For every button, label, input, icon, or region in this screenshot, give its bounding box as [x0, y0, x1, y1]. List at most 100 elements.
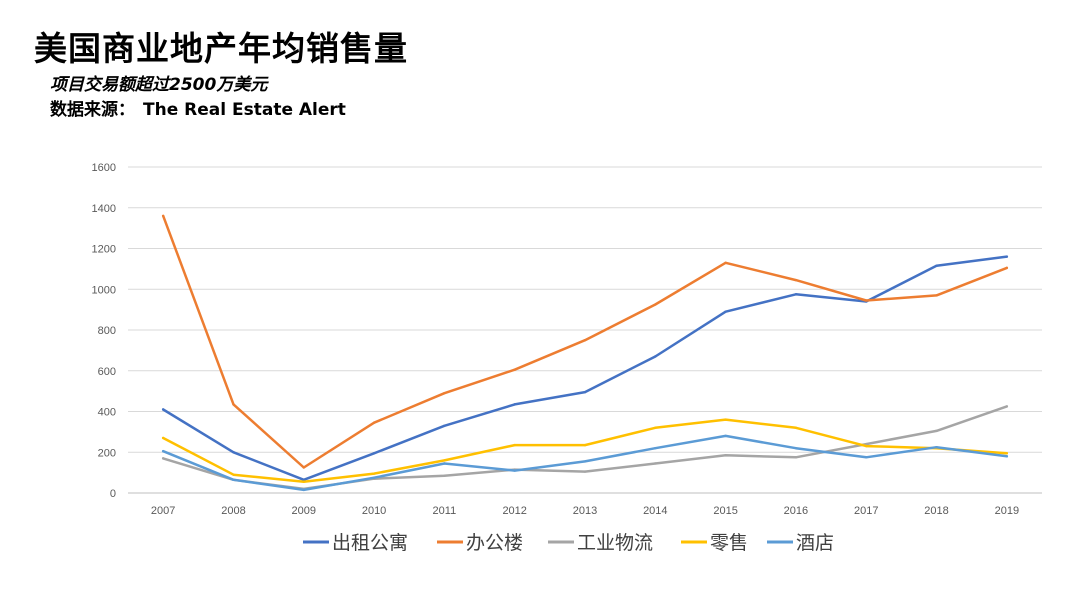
chart-series — [161, 214, 1009, 492]
data-point — [1005, 455, 1009, 458]
data-point — [583, 390, 587, 394]
data-point — [302, 466, 305, 469]
data-point — [865, 299, 868, 302]
data-point — [302, 488, 305, 492]
legend-item: 出租公寓 — [303, 532, 408, 554]
data-point — [724, 418, 727, 421]
x-tick-label: 2013 — [573, 505, 597, 517]
x-axis: 2007 2008 2009 2010 2011 2012 2013 2014 2015 2016… — [151, 505, 1019, 517]
data-point — [372, 472, 376, 475]
y-tick-label: 200 — [98, 447, 116, 459]
y-tick-label: 1000 — [92, 284, 116, 296]
data-point — [935, 445, 938, 449]
data-point — [935, 429, 938, 433]
data-point — [865, 444, 868, 448]
data-point — [161, 436, 165, 440]
data-point — [654, 355, 657, 358]
legend-item: 办公楼 — [437, 532, 523, 554]
data-point — [724, 434, 727, 438]
data-point — [794, 456, 798, 459]
data-point — [513, 403, 516, 406]
x-tick-label: 2008 — [221, 505, 245, 517]
data-point — [794, 426, 798, 429]
data-point — [1005, 452, 1009, 455]
data-point — [654, 303, 657, 306]
data-point — [232, 403, 235, 406]
data-point — [161, 408, 165, 411]
data-point — [232, 473, 235, 476]
data-point — [935, 294, 938, 297]
data-point — [513, 469, 516, 472]
x-tick-label: 2016 — [784, 505, 808, 517]
data-point — [232, 478, 235, 481]
legend-item: 酒店 — [767, 532, 834, 554]
x-tick-label: 2012 — [502, 505, 526, 517]
legend-label: 出租公寓 — [332, 532, 408, 554]
legend-item: 零售 — [681, 532, 748, 554]
legend-label: 酒店 — [796, 532, 834, 554]
page-title: 美国商业地产年均销售量 — [34, 29, 408, 68]
x-tick-label: 2015 — [713, 505, 737, 517]
y-tick-label: 400 — [98, 407, 116, 419]
x-tick-label: 2018 — [924, 505, 948, 517]
data-point — [513, 443, 516, 447]
data-point — [794, 293, 798, 296]
data-point — [443, 459, 446, 462]
data-point — [654, 462, 657, 465]
y-tick-label: 1200 — [92, 244, 116, 256]
data-point — [794, 446, 798, 450]
series-line — [161, 214, 1009, 469]
data-point — [1005, 255, 1009, 258]
data-point — [161, 450, 165, 453]
data-point — [443, 474, 446, 477]
data-point — [724, 261, 727, 264]
y-tick-label: 600 — [98, 366, 116, 378]
x-tick-label: 2009 — [292, 505, 316, 517]
x-tick-label: 2014 — [643, 505, 667, 517]
legend-label: 工业物流 — [577, 532, 653, 554]
data-point — [161, 457, 165, 460]
data-point — [583, 460, 587, 463]
y-axis: 0 200 400 600 800 1000 1200 1400 1600 — [92, 162, 116, 500]
data-point — [654, 426, 657, 429]
data-point — [161, 214, 165, 218]
legend-label: 办公楼 — [466, 532, 523, 554]
x-tick-label: 2011 — [433, 505, 457, 517]
x-tick-label: 2019 — [995, 505, 1019, 517]
data-point — [372, 452, 376, 455]
data-point — [654, 446, 657, 450]
data-point — [794, 278, 798, 282]
data-point — [583, 443, 587, 447]
data-source: 数据来源： The Real Estate Alert — [50, 95, 346, 120]
data-point — [1005, 405, 1009, 408]
x-tick-label: 2017 — [854, 505, 878, 517]
data-point — [583, 338, 587, 342]
x-tick-label: 2007 — [151, 505, 175, 517]
data-point — [1005, 266, 1009, 270]
y-tick-label: 1400 — [92, 203, 116, 215]
y-tick-label: 1600 — [92, 162, 116, 174]
data-source-label: 数据来源： — [50, 100, 135, 120]
data-point — [372, 421, 376, 424]
data-point — [935, 264, 938, 268]
data-point — [443, 462, 446, 465]
y-tick-label: 0 — [110, 488, 116, 500]
data-point — [443, 424, 446, 427]
data-source-name: The Real Estate Alert — [143, 100, 346, 120]
data-point — [372, 476, 376, 479]
x-tick-label: 2010 — [362, 505, 386, 517]
y-tick-label: 800 — [98, 325, 116, 337]
legend-item: 工业物流 — [548, 532, 653, 554]
data-point — [724, 310, 727, 313]
data-point — [865, 456, 868, 459]
data-point — [302, 478, 305, 481]
data-point — [724, 454, 727, 457]
data-point — [443, 391, 446, 395]
data-point — [232, 451, 235, 454]
page-subtitle: 项目交易额超过2500万美元 — [50, 75, 268, 95]
data-point — [583, 470, 587, 473]
legend-label: 零售 — [710, 532, 748, 554]
data-point — [302, 480, 305, 483]
data-point — [513, 368, 516, 371]
